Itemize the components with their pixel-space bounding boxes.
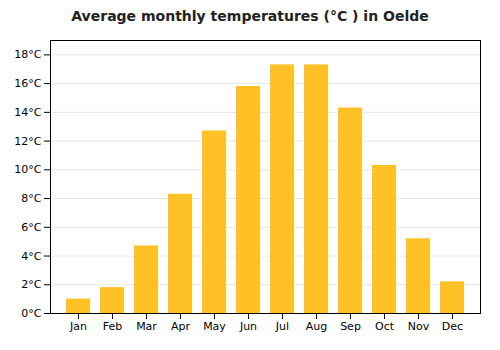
- svg-text:Sep: Sep: [340, 320, 361, 333]
- svg-text:18°C: 18°C: [14, 48, 41, 61]
- svg-text:6°C: 6°C: [21, 221, 41, 234]
- svg-text:Jun: Jun: [239, 320, 257, 333]
- svg-text:May: May: [203, 320, 226, 333]
- svg-text:Oct: Oct: [375, 320, 395, 333]
- svg-text:Feb: Feb: [103, 320, 122, 333]
- svg-text:14°C: 14°C: [14, 106, 41, 119]
- svg-text:12°C: 12°C: [14, 135, 41, 148]
- svg-text:10°C: 10°C: [14, 163, 41, 176]
- svg-text:Apr: Apr: [171, 320, 191, 333]
- svg-text:4°C: 4°C: [21, 250, 41, 263]
- svg-text:0°C: 0°C: [21, 307, 41, 320]
- svg-text:Jan: Jan: [69, 320, 87, 333]
- svg-text:16°C: 16°C: [14, 77, 41, 90]
- svg-text:8°C: 8°C: [21, 192, 41, 205]
- svg-text:Mar: Mar: [136, 320, 157, 333]
- svg-text:Dec: Dec: [442, 320, 463, 333]
- svg-text:Jul: Jul: [275, 320, 289, 333]
- svg-text:Nov: Nov: [408, 320, 430, 333]
- html-text:Average monthly temperatures (: Average monthly temperatures (°C ) in Oe…: [71, 8, 429, 24]
- svg-text:2°C: 2°C: [21, 278, 41, 291]
- svg-text:Aug: Aug: [306, 320, 327, 333]
